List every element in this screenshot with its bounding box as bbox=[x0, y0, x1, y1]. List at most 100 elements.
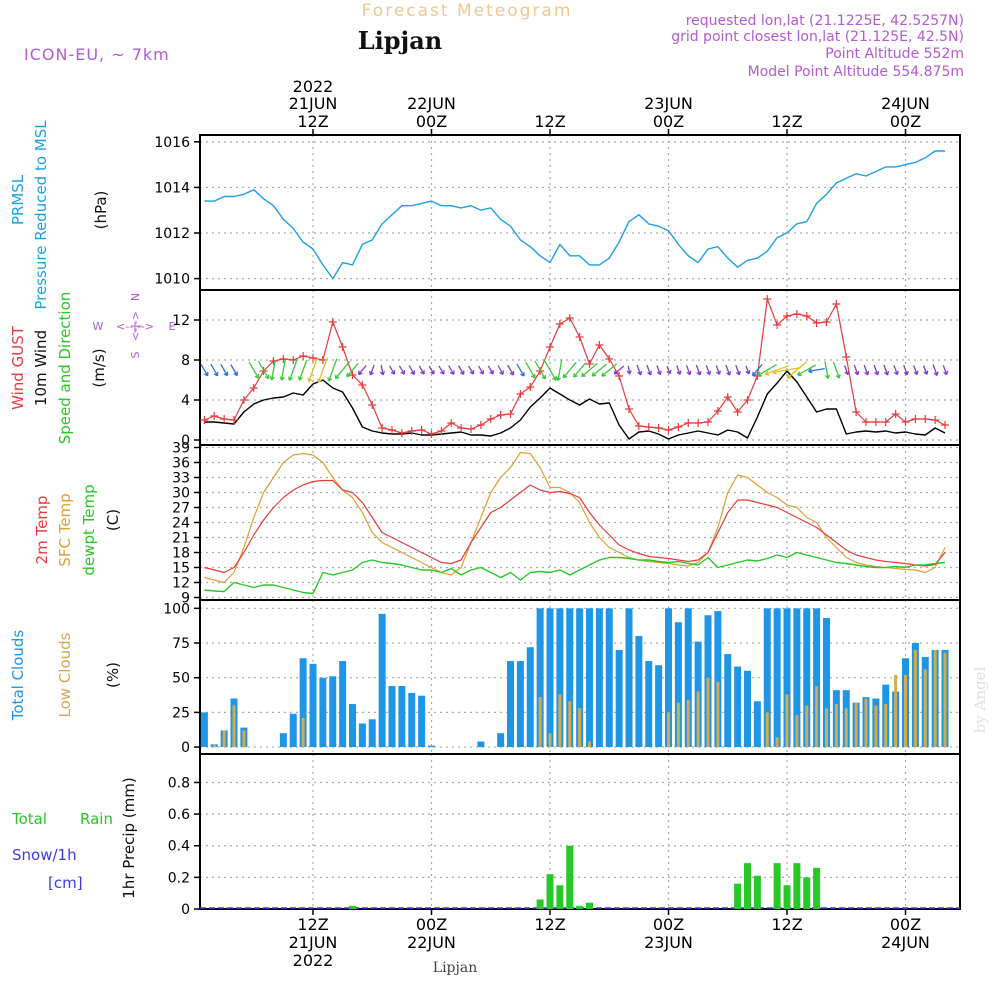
total-cloud-bar bbox=[645, 661, 653, 748]
gust-marker bbox=[802, 312, 811, 320]
low-cloud-bar bbox=[844, 708, 848, 748]
wind-direction-arrow bbox=[327, 358, 338, 382]
gust-marker bbox=[269, 357, 278, 365]
low-cloud-bar bbox=[548, 733, 552, 748]
top-hour-label: 12Z bbox=[297, 112, 328, 131]
rain-bar bbox=[576, 905, 584, 909]
compass-icon: N E S W <--|--> <-|-> bbox=[93, 293, 176, 359]
wind-direction-arrow bbox=[248, 361, 260, 379]
gust-marker bbox=[931, 416, 940, 424]
rain-bar bbox=[773, 863, 781, 909]
total-cloud-bar bbox=[279, 733, 287, 748]
low-cloud-bar bbox=[815, 686, 819, 748]
gust-marker bbox=[605, 355, 614, 363]
footer-location: Lipjan bbox=[433, 960, 477, 976]
gust-marker bbox=[289, 356, 298, 364]
gust-marker bbox=[694, 419, 703, 427]
gust-marker bbox=[773, 321, 782, 329]
total-cloud-bar bbox=[595, 608, 603, 748]
compass-west: W bbox=[93, 320, 104, 333]
wind-label-gust: Wind GUST bbox=[9, 325, 27, 410]
gust-marker bbox=[664, 426, 673, 434]
y-tick-label: 39 bbox=[172, 441, 190, 457]
gust-marker bbox=[763, 295, 772, 303]
top-hour-label: 00Z bbox=[416, 112, 447, 131]
total-cloud-bar bbox=[408, 692, 416, 748]
gust-marker bbox=[704, 418, 712, 426]
gust-marker bbox=[239, 396, 248, 404]
y-tick-label: 1010 bbox=[154, 272, 190, 288]
gust-marker bbox=[388, 426, 396, 434]
low-cloud-bar bbox=[904, 674, 907, 748]
gust-marker bbox=[555, 320, 564, 328]
total-cloud-bar bbox=[576, 608, 584, 748]
low-cloud-bar bbox=[686, 699, 690, 748]
top-hour-label: 00Z bbox=[653, 112, 684, 131]
gust-marker bbox=[565, 314, 574, 322]
wind-direction-arrow bbox=[903, 364, 909, 376]
low-cloud-bar bbox=[943, 652, 947, 748]
y-tick-label: 27 bbox=[172, 501, 190, 517]
wind-direction-arrow bbox=[516, 363, 525, 377]
wind-direction-arrow bbox=[448, 365, 455, 375]
total-cloud-bar bbox=[398, 686, 406, 748]
total-cloud-bar bbox=[339, 661, 347, 748]
wind-direction-arrow bbox=[368, 364, 375, 376]
wind-panel-labels: Wind GUST 10m Wind Speed and Direction (… bbox=[9, 292, 176, 445]
total-cloud-bar bbox=[803, 608, 811, 748]
total-cloud-bar bbox=[763, 608, 771, 748]
compass-south: S bbox=[129, 351, 142, 358]
bottom-date-label: 22JUN bbox=[407, 933, 456, 952]
wind-direction-arrow bbox=[555, 359, 563, 382]
gust-marker bbox=[309, 354, 317, 362]
cloud-label-low: Low Clouds bbox=[56, 632, 74, 717]
low-cloud-bar bbox=[894, 674, 898, 748]
wind-direction-arrow bbox=[757, 364, 778, 377]
y-tick-label: 30 bbox=[172, 486, 190, 502]
low-cloud-bar bbox=[923, 669, 927, 748]
gust-marker bbox=[496, 411, 505, 419]
top-year-label: 2022 bbox=[293, 77, 334, 96]
gust-marker bbox=[318, 356, 327, 364]
bottom-hour-label: 00Z bbox=[653, 915, 684, 934]
wind-direction-arrow bbox=[288, 359, 298, 381]
wind-direction-arrow bbox=[591, 363, 608, 377]
wind-direction-arrow bbox=[932, 364, 939, 377]
low-cloud-bar bbox=[933, 649, 937, 748]
gust-marker bbox=[921, 415, 930, 423]
gust-marker bbox=[230, 416, 238, 424]
rain-bar bbox=[734, 883, 742, 909]
total-cloud-bar bbox=[200, 712, 208, 748]
total-cloud-bar bbox=[349, 704, 356, 748]
pressure-label-prmsl: PRMSL bbox=[9, 174, 27, 225]
gust-marker bbox=[575, 333, 584, 341]
temp-2m-line bbox=[204, 479, 946, 574]
precip-label-cm: [cm] bbox=[48, 874, 83, 892]
wind-direction-arrow bbox=[913, 365, 919, 376]
temp-label-sfc: SFC Temp bbox=[56, 493, 74, 566]
location-title: Lipjan bbox=[358, 26, 442, 55]
top-hour-label: 00Z bbox=[890, 112, 921, 131]
low-cloud-bar bbox=[558, 694, 562, 748]
y-tick-label: 9 bbox=[181, 591, 190, 607]
product-title: Forecast Meteogram bbox=[362, 1, 573, 21]
gust-marker bbox=[279, 355, 288, 363]
y-tick-label: 1014 bbox=[154, 180, 190, 196]
gust-marker bbox=[447, 419, 456, 427]
total-cloud-bar bbox=[823, 618, 830, 748]
wind-direction-arrow bbox=[751, 363, 763, 377]
total-cloud-bar bbox=[289, 713, 297, 748]
gust-marker bbox=[842, 353, 851, 361]
total-cloud-bar bbox=[516, 661, 524, 748]
wind-direction-arrow bbox=[269, 359, 276, 381]
compass-north: N bbox=[129, 293, 142, 301]
bottom-hour-label: 00Z bbox=[416, 915, 447, 934]
wind-direction-arrow bbox=[853, 364, 860, 376]
data-marks bbox=[200, 150, 960, 909]
y-tick-label: 33 bbox=[172, 471, 190, 487]
gust-marker bbox=[526, 383, 535, 391]
wind-direction-arrow bbox=[534, 360, 547, 380]
y-tick-label: 12 bbox=[172, 313, 190, 329]
gust-marker bbox=[625, 405, 633, 413]
sfc-temp-line bbox=[204, 451, 946, 584]
